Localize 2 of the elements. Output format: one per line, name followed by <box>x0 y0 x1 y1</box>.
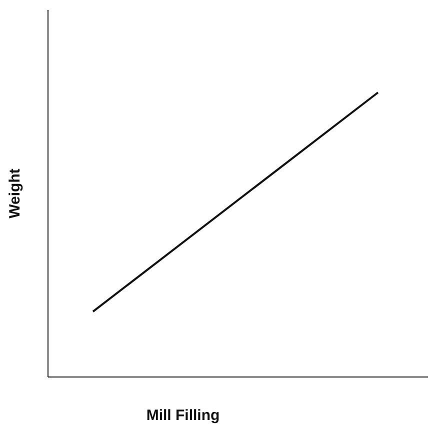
x-axis-title: Mill Filling <box>146 407 220 424</box>
y-axis-title: Weight <box>6 168 24 218</box>
